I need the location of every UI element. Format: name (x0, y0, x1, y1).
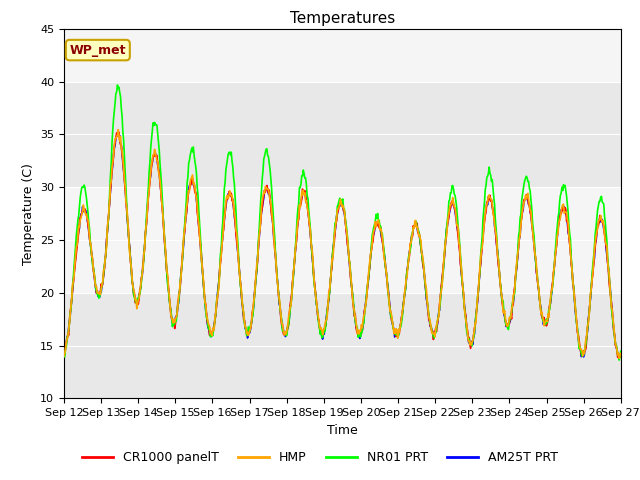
HMP (60, 353, 68, 359)
Line: CR1000 panelT: CR1000 panelT (64, 132, 621, 358)
CR1000 panelT (617, 354, 625, 360)
NR01 PRT (428, 324, 435, 330)
NR01 PRT (616, 357, 623, 363)
HMP (214, 290, 222, 296)
AM25T PRT (128, 278, 136, 284)
Line: HMP: HMP (64, 130, 621, 359)
HMP (115, 127, 122, 132)
CR1000 panelT (214, 289, 222, 295)
NR01 PRT (60, 354, 68, 360)
Bar (64, 82, 621, 187)
Y-axis label: Temperature (C): Temperature (C) (22, 163, 35, 264)
AM25T PRT (428, 324, 435, 329)
AM25T PRT (185, 186, 193, 192)
NR01 PRT (411, 222, 419, 228)
AM25T PRT (617, 352, 625, 358)
CR1000 panelT (411, 222, 419, 228)
Title: Temperatures: Temperatures (290, 11, 395, 26)
AM25T PRT (70, 272, 78, 278)
CR1000 panelT (185, 189, 193, 195)
Line: AM25T PRT: AM25T PRT (64, 132, 621, 357)
CR1000 panelT (128, 280, 136, 286)
HMP (616, 356, 623, 361)
Text: WP_met: WP_met (70, 44, 126, 57)
NR01 PRT (70, 264, 78, 269)
Legend: CR1000 panelT, HMP, NR01 PRT, AM25T PRT: CR1000 panelT, HMP, NR01 PRT, AM25T PRT (77, 446, 563, 469)
HMP (411, 218, 419, 224)
AM25T PRT (115, 130, 122, 135)
AM25T PRT (214, 285, 222, 290)
NR01 PRT (113, 82, 121, 88)
NR01 PRT (185, 160, 193, 166)
Bar (64, 293, 621, 398)
CR1000 panelT (70, 271, 78, 276)
HMP (128, 276, 136, 281)
X-axis label: Time: Time (327, 424, 358, 437)
AM25T PRT (60, 349, 68, 355)
Line: NR01 PRT: NR01 PRT (64, 85, 621, 360)
CR1000 panelT (60, 352, 68, 358)
HMP (185, 188, 193, 194)
CR1000 panelT (115, 129, 123, 135)
AM25T PRT (411, 222, 419, 228)
CR1000 panelT (616, 355, 623, 360)
NR01 PRT (214, 288, 222, 294)
AM25T PRT (616, 354, 623, 360)
HMP (617, 350, 625, 356)
CR1000 panelT (428, 324, 435, 329)
HMP (70, 274, 78, 279)
HMP (428, 324, 435, 330)
NR01 PRT (617, 348, 625, 354)
NR01 PRT (128, 278, 136, 284)
